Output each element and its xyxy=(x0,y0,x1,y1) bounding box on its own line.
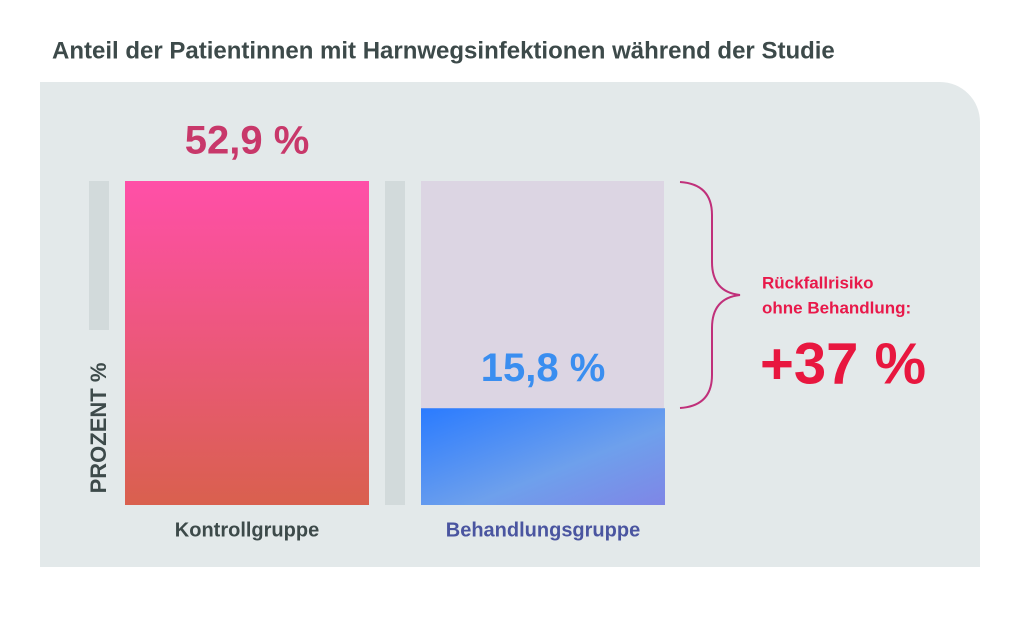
axis-stub xyxy=(89,181,109,330)
value-label: 52,9 % xyxy=(185,119,310,163)
x-tick-label: Kontrollgruppe xyxy=(175,519,319,541)
bar xyxy=(421,408,665,505)
annotation-value: +37 % xyxy=(760,331,926,396)
annotation: ohne Behandlung: xyxy=(762,298,911,317)
x-tick-label: Behandlungsgruppe xyxy=(446,519,640,541)
y-axis-label: PROZENT % xyxy=(86,363,111,494)
chart-title: Anteil der Patientinnen mit Harnwegsinfe… xyxy=(52,37,835,64)
bar xyxy=(125,181,369,505)
brace xyxy=(679,181,741,409)
value-label: 15,8 % xyxy=(481,346,606,390)
annotation: Rückfallrisiko xyxy=(762,273,874,292)
axis-stub xyxy=(385,181,405,505)
